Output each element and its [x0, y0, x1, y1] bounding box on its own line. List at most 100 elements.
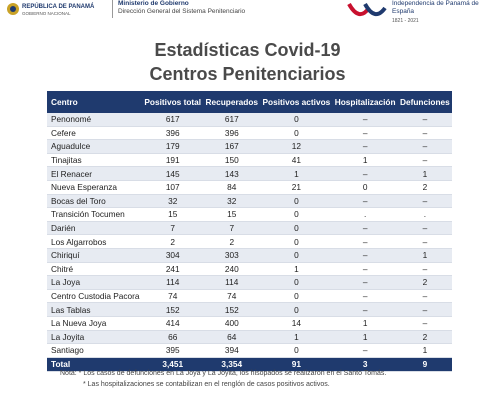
cell: 0: [332, 180, 398, 195]
cell: 179: [142, 139, 204, 154]
emblem: [7, 3, 19, 15]
cell: Centro Custodia Pacora: [47, 289, 143, 304]
cell: 7: [142, 221, 204, 236]
row: Santiago 395 394 0–1: [47, 343, 452, 358]
row: Tinajitas 191 150 41 1–: [47, 153, 452, 168]
cell: 0: [260, 275, 333, 290]
department: Dirección General del Sistema Penitencia…: [118, 8, 246, 15]
row: Cefere 396 396 0– –: [47, 126, 452, 141]
cell: 12: [260, 139, 333, 154]
cell: –: [397, 113, 452, 127]
row: El Renacer 145 143 1–1: [47, 166, 452, 181]
title-line: Estadísticas Covid-19: [154, 40, 341, 60]
cell: 32: [142, 194, 204, 209]
cell: Darién: [47, 221, 143, 236]
cell: 74: [142, 289, 204, 304]
cell: 303: [203, 248, 261, 263]
country: REPÚBLICA DE PANAMÁ: [22, 4, 95, 10]
cell: 0: [260, 207, 333, 222]
government: GOBIERNO NACIONAL: [22, 11, 71, 16]
cell: –: [332, 262, 398, 277]
cell: –: [397, 153, 452, 168]
cell: 0: [260, 113, 333, 127]
cell: 395: [142, 343, 204, 358]
cell: 41: [260, 153, 333, 168]
row: Bocas del Toro 32 32 0– –: [47, 194, 452, 209]
total-cell: 3,354: [203, 357, 261, 372]
cell: Penonomé: [47, 113, 143, 127]
cell: 32: [203, 194, 261, 209]
row: Los Algarrobos 2 2 0– –: [47, 234, 452, 249]
cell: 167: [203, 139, 261, 154]
anniversary: Independencia de Panamá de España: [392, 0, 479, 15]
cell: 2: [203, 234, 261, 249]
row: Las Tablas 152 152 0– –: [47, 302, 452, 317]
cell: Chitré: [47, 262, 143, 277]
stats-table: Centro Positivos total Recuperados Positivo…: [47, 91, 452, 372]
title: Estadísticas Covid-19 Centros Penitenciar…: [0, 38, 495, 86]
cell: 14: [260, 316, 333, 331]
note: * Las hospitalizaciones se contabilizan …: [83, 381, 330, 388]
column-header: Recuperados: [203, 91, 261, 113]
cell: El Renacer: [47, 166, 143, 181]
cell: Bocas del Toro: [47, 194, 143, 209]
cell: –: [332, 275, 398, 290]
cell: 1: [260, 166, 333, 181]
cell: –: [397, 316, 452, 331]
cell: 1: [332, 153, 398, 168]
cell: 21: [260, 180, 333, 195]
cell: 152: [203, 302, 261, 317]
row: La Joyita 66 64 1 1 2: [47, 330, 452, 345]
column-header: Positivos activos: [260, 91, 333, 113]
cell: –: [332, 343, 398, 358]
note: Nota: * Los casos de defunciones en La J…: [60, 370, 387, 377]
cell: 1: [397, 248, 452, 263]
notes: Nota: * Los casos de defunciones en La J…: [60, 368, 386, 390]
row: Penonomé 617 617 0– –: [47, 113, 452, 127]
cell: 64: [203, 330, 261, 345]
cell: 241: [142, 262, 204, 277]
row: Aguadulce 179 167 12– –: [47, 139, 452, 154]
cell: Chiriquí: [47, 248, 143, 263]
cell: La Joya: [47, 275, 143, 290]
cell: 107: [142, 180, 204, 195]
cell: 150: [203, 153, 261, 168]
cell: 0: [260, 221, 333, 236]
cell: –: [397, 126, 452, 141]
cell: 1: [260, 262, 333, 277]
row: Nueva Esperanza 107 84 21 0 2: [47, 180, 452, 195]
total-cell: 91: [260, 357, 333, 372]
column-header: Centro: [47, 91, 143, 113]
row: Transición Tocumen 15 15 0..: [47, 207, 452, 222]
cell: –: [332, 139, 398, 154]
cell: –: [397, 139, 452, 154]
title-line: Centros Penitenciarios: [149, 64, 346, 84]
cell: Las Tablas: [47, 302, 143, 317]
cell: 414: [142, 316, 204, 331]
cell: 0: [260, 194, 333, 209]
cell: 7: [203, 221, 261, 236]
header: REPÚBLICA DE PANAMÁ GOBIERNO NACIONAL Mi…: [0, 0, 495, 30]
cell: 114: [203, 275, 261, 290]
cell: 2: [397, 275, 452, 290]
total-cell: 9: [397, 357, 452, 372]
cell: 74: [203, 289, 261, 304]
cell: Aguadulce: [47, 139, 143, 154]
divider: [112, 0, 113, 18]
cell: 15: [203, 207, 261, 222]
cell: –: [397, 221, 452, 236]
column-header: Hospitalización: [332, 91, 398, 113]
cell: 0: [260, 289, 333, 304]
cell: 0: [260, 343, 333, 358]
cell: 617: [203, 113, 261, 127]
cell: 394: [203, 343, 261, 358]
cell: 1: [397, 166, 452, 181]
cell: .: [332, 207, 398, 222]
cell: –: [397, 234, 452, 249]
cell: Cefere: [47, 126, 143, 141]
cell: –: [332, 234, 398, 249]
cell: –: [397, 194, 452, 209]
row: Chiriquí 304 303 0–1: [47, 248, 452, 263]
years: 1821 - 2021: [392, 18, 419, 24]
